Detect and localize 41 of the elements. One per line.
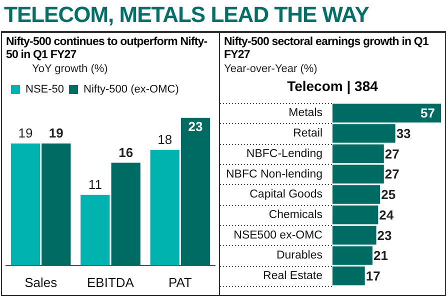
y-tick-label: Retail: [293, 128, 322, 140]
chart-title: TELECOM, METALS LEAD THE WAY: [3, 1, 370, 29]
data-label: 57: [420, 106, 435, 121]
y-tick-label: Capital Goods: [250, 188, 323, 201]
data-label: 33: [396, 126, 411, 142]
y-tick-label: NBFC Non-lending: [226, 168, 322, 180]
x-tick-label: Sales: [24, 274, 58, 290]
data-label: 16: [118, 144, 134, 160]
data-label: 24: [379, 207, 394, 222]
y-tick-label: Chemicals: [268, 209, 323, 222]
text: Telecom | 384: [286, 77, 379, 94]
chart-title: Nifty-500 sectoral earnings growth in Q1 FY27: [223, 35, 430, 62]
data-label: 18: [158, 132, 172, 147]
bar: [10, 143, 40, 266]
y-tick-label: NBFC-Lending: [246, 148, 322, 160]
chart-subtitle: Year-over-Year (%): [223, 62, 318, 75]
data-label: 23: [188, 118, 203, 134]
y-tick-label: Real Estate: [263, 270, 322, 282]
bar: [80, 194, 110, 266]
legend-label: NSE-50: [26, 84, 64, 96]
legend-label: Nifty-500 (ex-OMC): [84, 84, 179, 96]
data-label: 23: [377, 228, 392, 243]
data-label: 11: [88, 176, 102, 192]
data-label: 19: [48, 126, 64, 141]
data-label: 27: [384, 146, 400, 162]
data-label: 19: [18, 126, 33, 141]
data-label: 25: [381, 187, 396, 202]
x-tick-label: PAT: [168, 274, 192, 290]
y-tick-label: NSE500 ex-OMC: [234, 229, 322, 242]
bar: [150, 150, 180, 266]
y-tick-label: Metals: [288, 107, 323, 120]
data-label: 21: [373, 248, 388, 264]
data-label: 27: [384, 166, 400, 182]
bar: [111, 162, 140, 266]
data-label: 17: [366, 268, 380, 284]
x-tick-label: EBITDA: [87, 274, 134, 290]
y-tick-label: Durables: [276, 250, 323, 262]
bar: [180, 118, 210, 266]
bar: [42, 143, 71, 266]
y-axis-title: YoY growth (%): [31, 62, 109, 75]
chart-subtitle: Nifty-500 continues to outperform Nifty-50 in Q1 FY27: [5, 35, 208, 62]
